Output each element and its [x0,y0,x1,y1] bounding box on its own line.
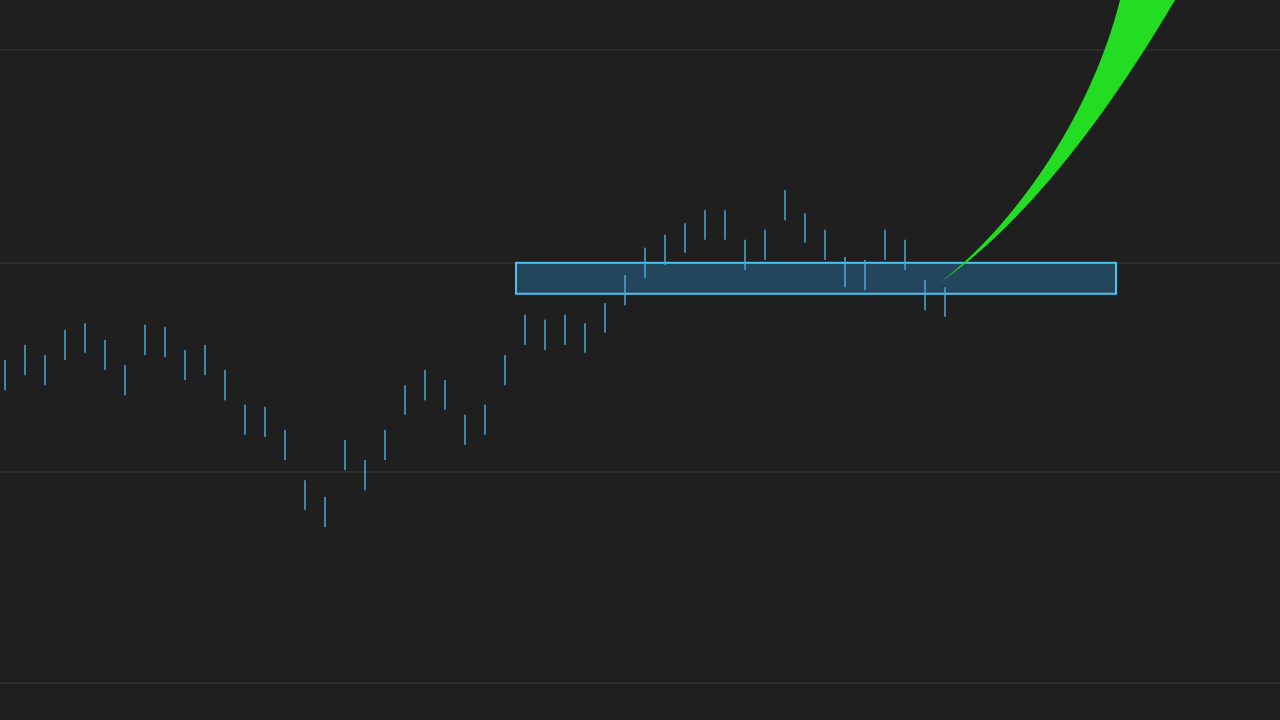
bars [4,190,1117,528]
zone [515,261,1117,295]
arrow-curve [938,0,1175,284]
